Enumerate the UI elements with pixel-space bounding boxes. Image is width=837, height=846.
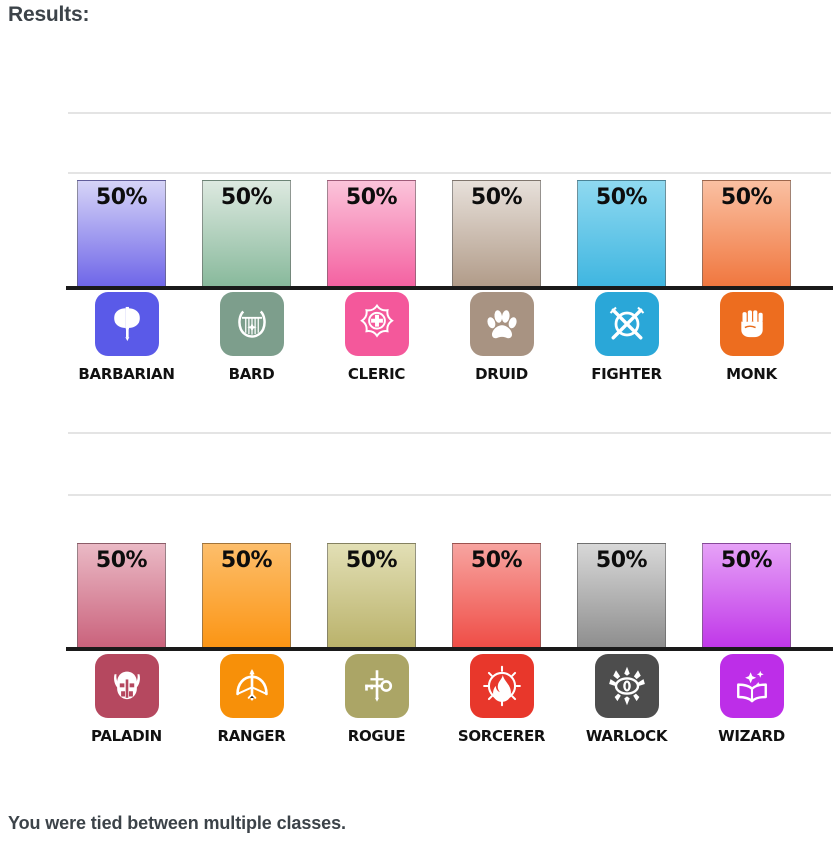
bar-slot: 50% bbox=[689, 48, 814, 290]
class-legend-row-2: PALADIN RANGER ROGUE SORCERER WARLOCK WIZARD bbox=[0, 654, 837, 758]
class-label: FIGHTER bbox=[591, 365, 662, 383]
class-legend-row-1: BARBARIAN BARD CLERIC DRUID FIGHTER MONK bbox=[0, 292, 837, 396]
bar-slot: 50% bbox=[689, 412, 814, 651]
flame-icon bbox=[469, 654, 534, 718]
bar-value-label: 50% bbox=[720, 185, 773, 210]
class-entry-warlock[interactable]: WARLOCK bbox=[564, 654, 689, 745]
class-entry-sorcerer[interactable]: SORCERER bbox=[439, 654, 564, 745]
bar-slot: 50% bbox=[564, 412, 689, 651]
chart-row-2: 50% 50% 50% 50% 50% 50% PALADIN RANGER ROGUE SOR… bbox=[0, 408, 837, 760]
bar-value-label: 50% bbox=[470, 185, 523, 210]
bow-and-arrow-icon bbox=[219, 654, 284, 718]
bar-bard[interactable]: 50% bbox=[202, 180, 291, 290]
class-label: ROGUE bbox=[347, 727, 406, 745]
lyre-icon bbox=[219, 292, 284, 356]
bars-row-1: 50% 50% 50% 50% 50% 50% bbox=[0, 44, 837, 290]
fist-icon bbox=[719, 292, 784, 356]
bar-warlock[interactable]: 50% bbox=[577, 543, 666, 651]
class-entry-bard[interactable]: BARD bbox=[189, 292, 314, 383]
tie-message: You were tied between multiple classes. bbox=[8, 813, 346, 833]
bar-value-label: 50% bbox=[345, 185, 398, 210]
plot-area-1: 50% 50% 50% 50% 50% 50% bbox=[0, 44, 837, 290]
bar-slot: 50% bbox=[189, 48, 314, 290]
class-label: BARBARIAN bbox=[78, 365, 175, 383]
axe-icon bbox=[94, 292, 159, 356]
class-entry-barbarian[interactable]: BARBARIAN bbox=[64, 292, 189, 383]
bar-value-label: 50% bbox=[95, 548, 148, 573]
bar-monk[interactable]: 50% bbox=[702, 180, 791, 290]
bar-fighter[interactable]: 50% bbox=[577, 180, 666, 290]
bar-wizard[interactable]: 50% bbox=[702, 543, 791, 651]
bar-slot: 50% bbox=[64, 48, 189, 290]
bar-druid[interactable]: 50% bbox=[452, 180, 541, 290]
class-label: WARLOCK bbox=[585, 727, 668, 745]
bar-slot: 50% bbox=[314, 412, 439, 651]
bar-ranger[interactable]: 50% bbox=[202, 543, 291, 651]
eye-icon bbox=[594, 654, 659, 718]
bar-slot: 50% bbox=[439, 48, 564, 290]
bar-value-label: 50% bbox=[720, 548, 773, 573]
class-label: RANGER bbox=[217, 727, 286, 745]
class-entry-cleric[interactable]: CLERIC bbox=[314, 292, 439, 383]
class-entry-rogue[interactable]: ROGUE bbox=[314, 654, 439, 745]
bar-value-label: 50% bbox=[95, 185, 148, 210]
dagger-key-icon bbox=[344, 654, 409, 718]
bar-value-label: 50% bbox=[345, 548, 398, 573]
crossed-swords-icon bbox=[594, 292, 659, 356]
page-title: Results: bbox=[8, 3, 90, 26]
class-entry-monk[interactable]: MONK bbox=[689, 292, 814, 383]
bar-slot: 50% bbox=[189, 412, 314, 651]
bar-cleric[interactable]: 50% bbox=[327, 180, 416, 290]
bar-value-label: 50% bbox=[220, 548, 273, 573]
plot-area-2: 50% 50% 50% 50% 50% 50% bbox=[0, 408, 837, 651]
bars-row-2: 50% 50% 50% 50% 50% 50% bbox=[0, 408, 837, 651]
bar-value-label: 50% bbox=[595, 548, 648, 573]
chart-row-1: 50% 50% 50% 50% 50% 50% BARBARIAN BARD CLERIC DR… bbox=[0, 44, 837, 394]
bar-sorcerer[interactable]: 50% bbox=[452, 543, 541, 651]
bar-value-label: 50% bbox=[470, 548, 523, 573]
bar-value-label: 50% bbox=[220, 185, 273, 210]
axis-baseline-1 bbox=[66, 286, 833, 290]
class-entry-fighter[interactable]: FIGHTER bbox=[564, 292, 689, 383]
class-entry-ranger[interactable]: RANGER bbox=[189, 654, 314, 745]
class-label: WIZARD bbox=[718, 727, 785, 745]
bar-value-label: 50% bbox=[595, 185, 648, 210]
winged-helmet-icon bbox=[94, 654, 159, 718]
class-label: BARD bbox=[228, 365, 275, 383]
class-label: SORCERER bbox=[457, 727, 546, 745]
bar-slot: 50% bbox=[439, 412, 564, 651]
bar-slot: 50% bbox=[64, 412, 189, 651]
class-label: DRUID bbox=[475, 365, 528, 383]
bar-barbarian[interactable]: 50% bbox=[77, 180, 166, 290]
axis-baseline-2 bbox=[66, 647, 833, 651]
bar-paladin[interactable]: 50% bbox=[77, 543, 166, 651]
paw-print-icon bbox=[469, 292, 534, 356]
spellbook-icon bbox=[719, 654, 784, 718]
class-entry-druid[interactable]: DRUID bbox=[439, 292, 564, 383]
class-label: MONK bbox=[726, 365, 777, 383]
holy-cross-icon bbox=[344, 292, 409, 356]
bar-slot: 50% bbox=[314, 48, 439, 290]
bar-rogue[interactable]: 50% bbox=[327, 543, 416, 651]
bar-slot: 50% bbox=[564, 48, 689, 290]
class-label: PALADIN bbox=[91, 727, 162, 745]
class-label: CLERIC bbox=[347, 365, 406, 383]
class-entry-wizard[interactable]: WIZARD bbox=[689, 654, 814, 745]
class-entry-paladin[interactable]: PALADIN bbox=[64, 654, 189, 745]
